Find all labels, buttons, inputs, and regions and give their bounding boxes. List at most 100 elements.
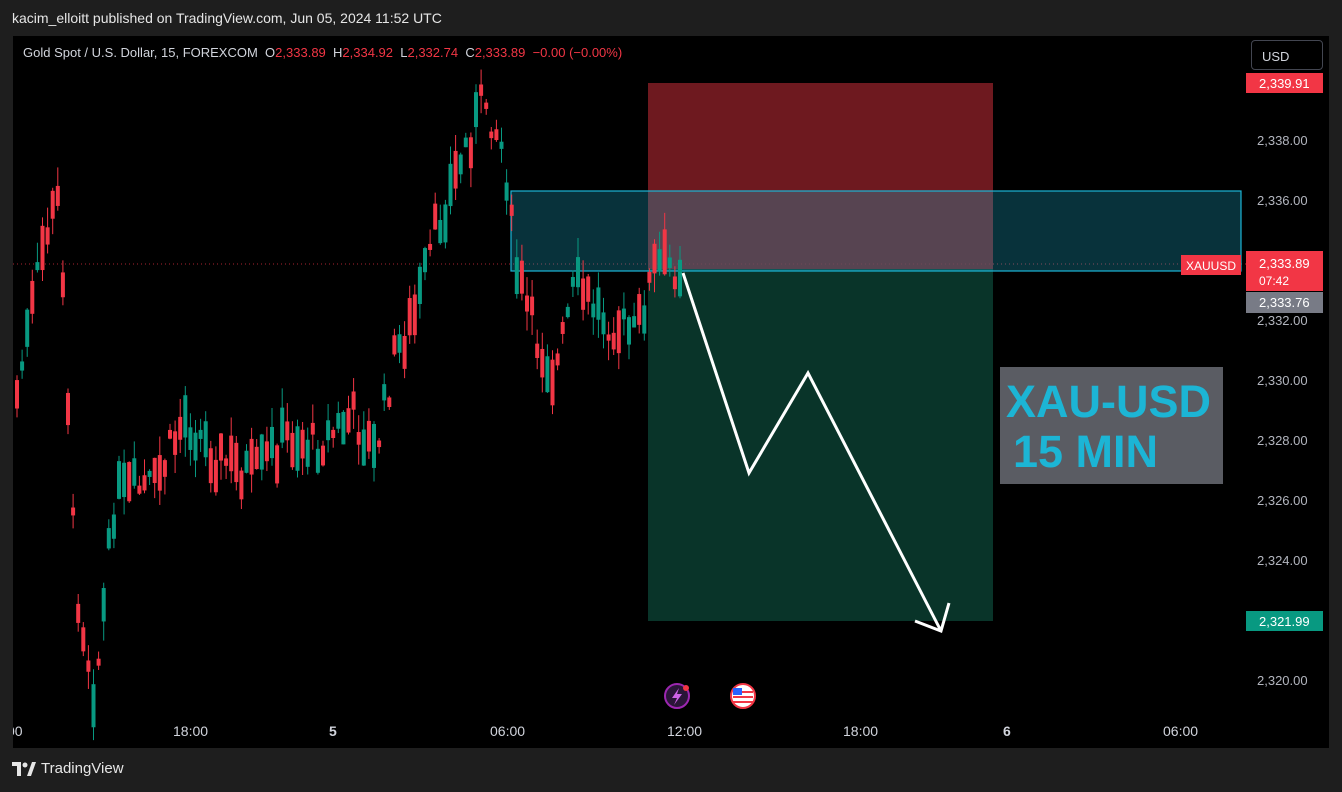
candle-body	[596, 287, 601, 320]
candle-body	[254, 446, 259, 470]
candle-body	[321, 445, 325, 466]
candle-body	[479, 84, 484, 96]
chart-canvas[interactable]: XAU-USD 15 MIN 2,338.002,336.002,334.002…	[13, 36, 1329, 748]
candle-body	[300, 429, 305, 459]
candle-body	[239, 470, 244, 500]
stop-price-text: 2,339.91	[1259, 76, 1310, 91]
high-value: 2,334.92	[342, 45, 394, 60]
candle-body	[81, 627, 86, 652]
candle-body	[15, 380, 19, 409]
candle-body	[402, 335, 407, 369]
candle-body	[407, 298, 412, 336]
us-flag-icon[interactable]	[730, 683, 756, 709]
candle-body	[183, 395, 188, 438]
candle-body	[132, 458, 137, 486]
candle-body	[484, 102, 489, 109]
candle-body	[550, 359, 555, 406]
projection-path[interactable]	[681, 272, 943, 632]
symbol-tag-text: XAUUSD	[1186, 259, 1236, 273]
candle-body	[652, 243, 657, 274]
candle-body	[219, 433, 223, 461]
candle-body	[428, 243, 433, 250]
candle-body	[616, 310, 621, 354]
price-axis-label: 2,336.00	[1257, 193, 1308, 208]
candle-body	[66, 392, 70, 426]
candle-body	[193, 432, 198, 461]
time-axis-label: 12:00	[667, 723, 702, 739]
price-axis-label: 2,328.00	[1257, 433, 1308, 448]
time-axis-label: 5	[329, 723, 337, 739]
candle-body	[576, 257, 580, 288]
last-price-text: 2,333.89	[1259, 256, 1310, 271]
candle-body	[509, 204, 514, 216]
stop-loss-zone[interactable]	[648, 83, 993, 269]
bid-price-tag	[1246, 292, 1323, 313]
change-value: −0.00 (−0.00%)	[532, 45, 623, 60]
candle-body	[647, 271, 652, 283]
candle-body	[372, 423, 376, 468]
price-axis[interactable]: 2,338.002,336.002,334.002,332.002,330.00…	[1257, 133, 1308, 688]
candle-body	[224, 458, 229, 466]
publisher-line: kacim_elloitt published on TradingView.c…	[12, 10, 442, 26]
supply-zone-rectangle[interactable]	[510, 190, 1242, 272]
candle-body	[423, 248, 427, 273]
candle-body	[336, 413, 341, 429]
candle-body	[280, 407, 285, 443]
candle-body	[387, 397, 392, 408]
brand[interactable]: TradingView	[12, 760, 124, 777]
flash-event-icon[interactable]	[664, 683, 690, 709]
time-axis-label: 00	[13, 723, 23, 739]
candle-body	[443, 204, 448, 243]
candle-body	[111, 514, 116, 539]
low-value: 2,332.74	[407, 45, 459, 60]
candle-body	[351, 391, 356, 410]
candle-body	[611, 332, 616, 350]
chart-pane[interactable]: XAU-USD 15 MIN 2,338.002,336.002,334.002…	[13, 36, 1329, 748]
candle-body	[198, 429, 203, 439]
candle-body	[606, 334, 611, 341]
candle-body	[530, 296, 535, 316]
candle-body	[60, 272, 65, 298]
currency-button[interactable]: USD	[1251, 40, 1323, 70]
candle-body	[117, 461, 121, 499]
candle-body	[361, 429, 366, 466]
candle-body	[249, 438, 254, 475]
candle-body	[315, 448, 320, 473]
low-label: L	[400, 45, 408, 60]
candle-body	[147, 470, 152, 477]
candle-body	[208, 448, 213, 484]
time-axis[interactable]: 00 18:00 5 06:00 12:00 18:00 6 06:00	[13, 723, 1198, 739]
candle-body	[504, 182, 509, 201]
candle-body	[637, 294, 642, 325]
time-axis-label: 18:00	[843, 723, 878, 739]
candle-body	[667, 257, 672, 269]
price-axis-label: 2,320.00	[1257, 673, 1308, 688]
price-axis-label: 2,326.00	[1257, 493, 1308, 508]
brand-name: TradingView	[41, 760, 124, 777]
candle-body	[259, 434, 264, 470]
footer: TradingView	[0, 748, 1342, 792]
close-value: 2,333.89	[474, 45, 526, 60]
candle-body	[627, 317, 631, 345]
open-label: O	[265, 45, 276, 60]
open-value: 2,333.89	[275, 45, 326, 60]
candle-body	[392, 335, 397, 355]
candle-body	[229, 435, 234, 472]
candle-body	[463, 137, 468, 148]
candle-body	[331, 429, 336, 439]
take-profit-zone[interactable]	[648, 269, 993, 621]
candle-body	[86, 660, 91, 672]
candle-body	[270, 426, 274, 459]
symbol-legend[interactable]: Gold Spot / U.S. Dollar, 15, FOREXCOM O2…	[23, 45, 622, 60]
candle-body	[458, 154, 463, 175]
publisher-header: kacim_elloitt published on TradingView.c…	[0, 0, 1342, 36]
candle-body	[275, 445, 280, 484]
candle-body	[127, 462, 132, 502]
annotation-box[interactable]	[1000, 367, 1223, 484]
candle-body	[234, 442, 239, 483]
candle-body	[560, 322, 565, 334]
candle-body	[76, 603, 81, 623]
time-axis-label: 06:00	[1163, 723, 1198, 739]
candle-body	[157, 455, 162, 491]
target-price-text: 2,321.99	[1259, 614, 1310, 629]
